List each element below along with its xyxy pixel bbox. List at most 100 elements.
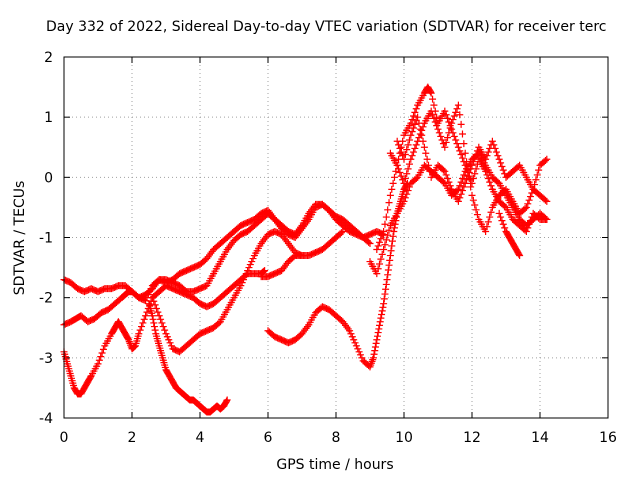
- data-point: [403, 170, 411, 178]
- data-point: [464, 172, 472, 180]
- data-point: [374, 242, 382, 250]
- data-point: [411, 120, 419, 128]
- data-point: [352, 342, 360, 350]
- data-point: [408, 116, 416, 124]
- data-point: [458, 130, 466, 138]
- data-point: [457, 178, 465, 186]
- data-point: [238, 279, 246, 287]
- data-point: [446, 124, 454, 132]
- data-point: [261, 267, 269, 275]
- data-point: [461, 179, 469, 187]
- data-point: [150, 297, 158, 305]
- data-point: [429, 95, 437, 103]
- data-point: [419, 137, 427, 145]
- data-point: [98, 349, 106, 357]
- data-point: [456, 147, 464, 155]
- data-point: [498, 163, 506, 171]
- data-point: [525, 196, 533, 204]
- data-point: [422, 149, 430, 157]
- y-tick-label: -3: [39, 351, 53, 367]
- data-point: [483, 152, 491, 160]
- data-point: [423, 155, 431, 163]
- data-point: [420, 143, 428, 151]
- series-s2: [60, 200, 388, 302]
- data-point: [396, 169, 404, 177]
- data-point: [135, 330, 143, 338]
- data-point: [497, 213, 505, 221]
- data-point: [377, 235, 385, 243]
- data-point: [382, 236, 390, 244]
- data-point: [416, 125, 424, 133]
- y-tick-label: -2: [39, 291, 53, 307]
- data-point: [448, 119, 456, 127]
- data-point: [408, 128, 416, 136]
- data-point: [380, 227, 388, 235]
- data-point: [249, 255, 257, 263]
- data-point: [130, 343, 138, 351]
- data-point: [427, 107, 435, 115]
- y-tick-label: -1: [39, 231, 53, 247]
- data-point: [418, 131, 426, 139]
- y-tick-label: -4: [39, 411, 53, 427]
- data-point: [463, 176, 471, 184]
- data-point: [515, 250, 523, 258]
- data-point: [377, 255, 385, 263]
- data-point: [486, 213, 494, 221]
- data-point: [468, 179, 476, 187]
- data-point: [298, 252, 306, 260]
- data-point: [488, 137, 496, 145]
- x-tick-label: 16: [599, 430, 617, 446]
- data-point: [445, 129, 453, 137]
- data-point: [87, 373, 95, 381]
- data-point: [384, 271, 392, 279]
- data-point: [374, 329, 382, 337]
- data-point: [454, 197, 462, 205]
- data-point: [395, 165, 403, 173]
- data-point: [543, 155, 551, 163]
- data-point: [241, 273, 249, 281]
- data-point: [456, 111, 464, 119]
- data-point: [376, 238, 384, 246]
- data-point: [437, 132, 445, 140]
- data-point: [382, 285, 390, 293]
- data-point: [532, 176, 540, 184]
- data-point: [157, 315, 165, 323]
- data-point: [385, 199, 393, 207]
- data-point: [139, 319, 147, 327]
- series-s3: [60, 267, 269, 398]
- data-point: [385, 261, 393, 269]
- data-point: [484, 218, 492, 226]
- data-point: [350, 336, 358, 344]
- x-tick-label: 0: [60, 430, 69, 446]
- x-tick-label: 4: [196, 430, 205, 446]
- data-point: [358, 354, 366, 362]
- data-point: [494, 178, 502, 186]
- data-point: [388, 185, 396, 193]
- data-point: [516, 252, 524, 260]
- data-point: [393, 137, 401, 145]
- data-point: [143, 308, 151, 316]
- data-point: [151, 301, 159, 309]
- data-point: [453, 187, 461, 195]
- data-point: [430, 101, 438, 109]
- data-point: [453, 140, 461, 148]
- data-point: [378, 250, 386, 258]
- data-point: [346, 327, 354, 335]
- data-point: [223, 396, 231, 404]
- data-point: [442, 111, 450, 119]
- data-point: [152, 304, 160, 312]
- data-point: [138, 323, 146, 331]
- data-point: [492, 148, 500, 156]
- data-point: [373, 270, 381, 278]
- data-point: [499, 220, 507, 228]
- data-point: [400, 197, 408, 205]
- data-point: [347, 330, 355, 338]
- y-tick-label: 0: [44, 170, 53, 186]
- x-tick-label: 6: [264, 430, 273, 446]
- data-point: [441, 143, 449, 151]
- data-point: [495, 209, 503, 217]
- data-point: [453, 105, 461, 113]
- data-point: [457, 190, 465, 198]
